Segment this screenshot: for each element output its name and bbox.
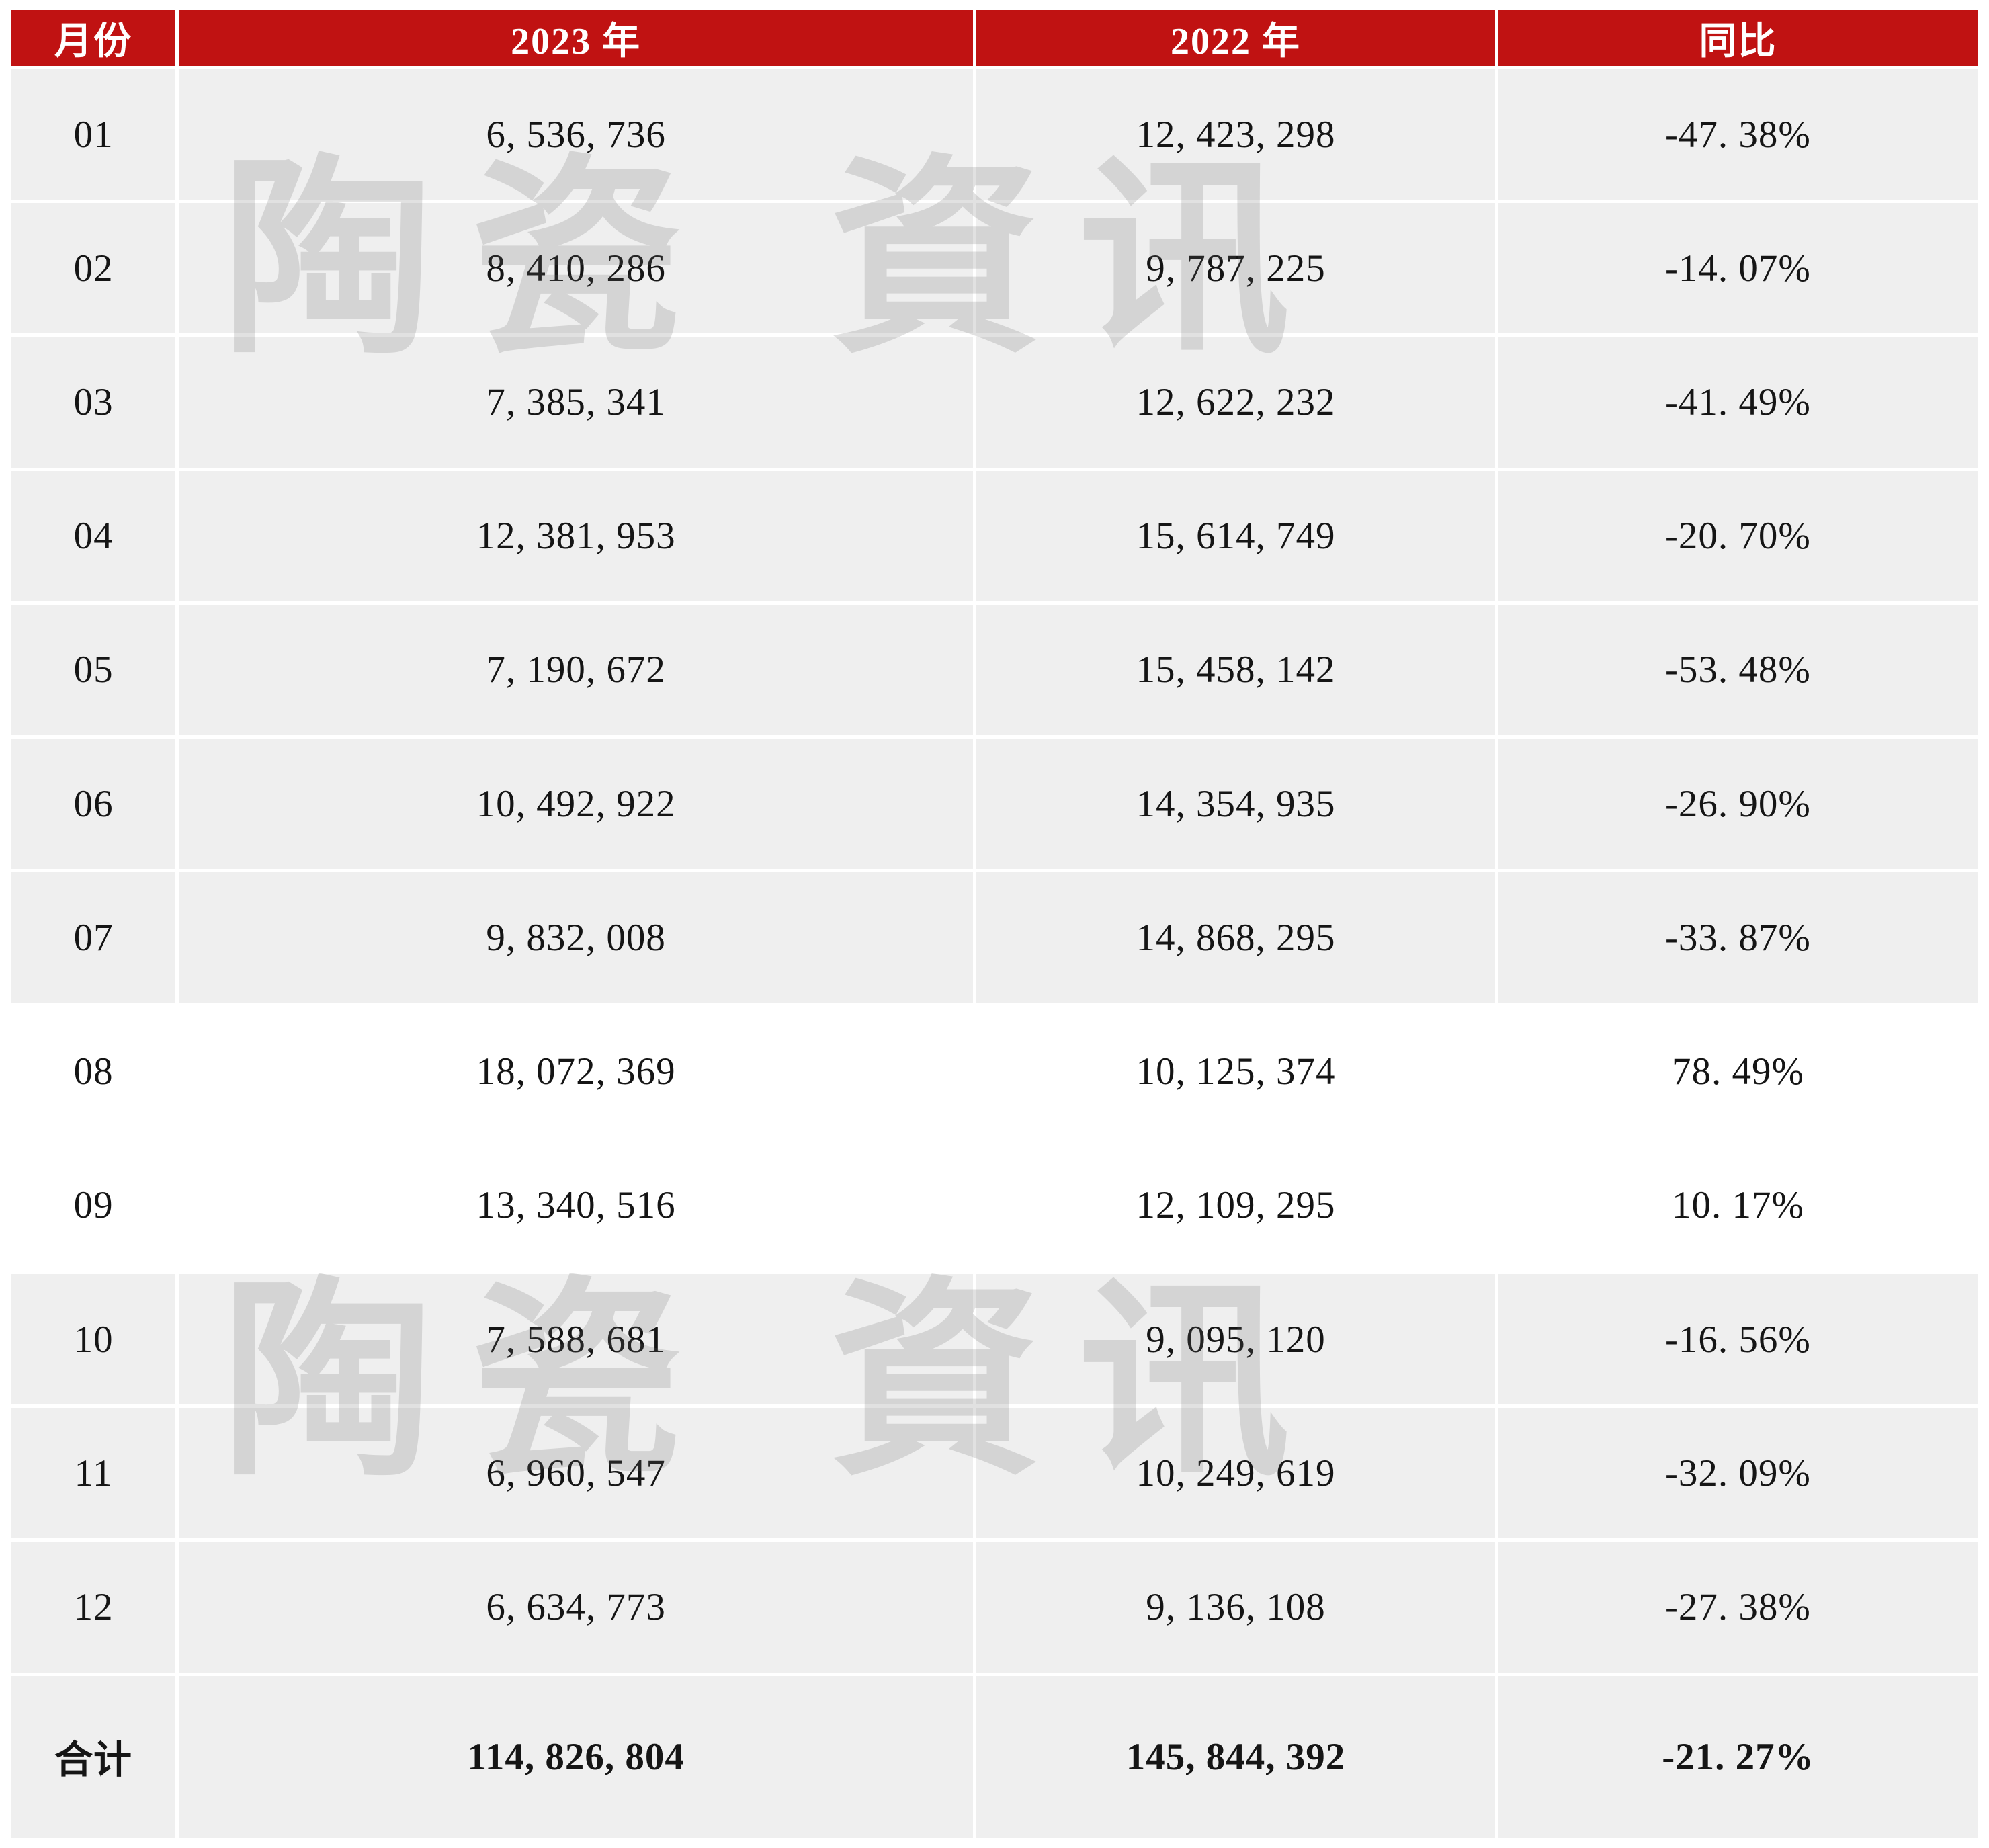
table-row: 12 6, 634, 773 9, 136, 108 -27. 38% bbox=[7, 1538, 1982, 1676]
cell-total-2022: 145, 844, 392 bbox=[973, 1672, 1498, 1842]
cell-2023: 13, 340, 516 bbox=[175, 1136, 977, 1274]
cell-yoy: -47. 38% bbox=[1494, 65, 1982, 204]
cell-2023: 9, 832, 008 bbox=[175, 869, 977, 1007]
cell-yoy: 78. 49% bbox=[1494, 1003, 1982, 1140]
cell-yoy: -26. 90% bbox=[1494, 735, 1982, 873]
cell-yoy: -16. 56% bbox=[1494, 1270, 1982, 1409]
cell-2022: 12, 423, 298 bbox=[973, 65, 1498, 204]
table-row: 04 12, 381, 953 15, 614, 749 -20. 70% bbox=[7, 467, 1982, 605]
cell-2022: 10, 249, 619 bbox=[973, 1404, 1498, 1542]
table-row: 03 7, 385, 341 12, 622, 232 -41. 49% bbox=[7, 333, 1982, 471]
cell-2022: 9, 136, 108 bbox=[973, 1538, 1498, 1676]
cell-2022: 9, 095, 120 bbox=[973, 1270, 1498, 1409]
cell-total-yoy: -21. 27% bbox=[1494, 1672, 1982, 1842]
cell-yoy: -53. 48% bbox=[1494, 601, 1982, 739]
cell-yoy: -32. 09% bbox=[1494, 1404, 1982, 1542]
table-row: 09 13, 340, 516 12, 109, 295 10. 17% bbox=[7, 1136, 1982, 1274]
cell-total-label: 合计 bbox=[7, 1672, 179, 1842]
cell-yoy: -41. 49% bbox=[1494, 333, 1982, 471]
col-header-2023: 2023 年 bbox=[175, 7, 977, 69]
cell-2023: 7, 385, 341 bbox=[175, 333, 977, 471]
cell-2022: 9, 787, 225 bbox=[973, 200, 1498, 337]
cell-month: 01 bbox=[7, 65, 179, 204]
table-row: 02 8, 410, 286 9, 787, 225 -14. 07% bbox=[7, 200, 1982, 337]
cell-month: 02 bbox=[7, 200, 179, 337]
cell-2022: 14, 354, 935 bbox=[973, 735, 1498, 873]
cell-2023: 18, 072, 369 bbox=[175, 1003, 977, 1140]
col-header-yoy: 同比 bbox=[1494, 7, 1982, 69]
cell-total-2023: 114, 826, 804 bbox=[175, 1672, 977, 1842]
col-header-2022: 2022 年 bbox=[973, 7, 1498, 69]
header-row: 月份 2023 年 2022 年 同比 bbox=[7, 7, 1982, 69]
cell-month: 04 bbox=[7, 467, 179, 605]
cell-month: 07 bbox=[7, 869, 179, 1007]
cell-yoy: 10. 17% bbox=[1494, 1136, 1982, 1274]
cell-2023: 6, 634, 773 bbox=[175, 1538, 977, 1676]
cell-2022: 15, 614, 749 bbox=[973, 467, 1498, 605]
cell-month: 06 bbox=[7, 735, 179, 873]
cell-2023: 6, 960, 547 bbox=[175, 1404, 977, 1542]
cell-month: 12 bbox=[7, 1538, 179, 1676]
cell-month: 05 bbox=[7, 601, 179, 739]
cell-2022: 12, 622, 232 bbox=[973, 333, 1498, 471]
cell-month: 11 bbox=[7, 1404, 179, 1542]
cell-2023: 7, 588, 681 bbox=[175, 1270, 977, 1409]
cell-yoy: -33. 87% bbox=[1494, 869, 1982, 1007]
cell-2022: 15, 458, 142 bbox=[973, 601, 1498, 739]
cell-month: 10 bbox=[7, 1270, 179, 1409]
table-row: 07 9, 832, 008 14, 868, 295 -33. 87% bbox=[7, 869, 1982, 1007]
cell-yoy: -14. 07% bbox=[1494, 200, 1982, 337]
cell-2023: 8, 410, 286 bbox=[175, 200, 977, 337]
cell-2022: 14, 868, 295 bbox=[973, 869, 1498, 1007]
cell-2022: 10, 125, 374 bbox=[973, 1003, 1498, 1140]
table-row: 06 10, 492, 922 14, 354, 935 -26. 90% bbox=[7, 735, 1982, 873]
cell-2023: 6, 536, 736 bbox=[175, 65, 977, 204]
total-row: 合计 114, 826, 804 145, 844, 392 -21. 27% bbox=[7, 1672, 1982, 1842]
table-row: 05 7, 190, 672 15, 458, 142 -53. 48% bbox=[7, 601, 1982, 739]
cell-yoy: -27. 38% bbox=[1494, 1538, 1982, 1676]
cell-2023: 10, 492, 922 bbox=[175, 735, 977, 873]
cell-month: 09 bbox=[7, 1136, 179, 1274]
table-row: 08 18, 072, 369 10, 125, 374 78. 49% bbox=[7, 1003, 1982, 1140]
cell-yoy: -20. 70% bbox=[1494, 467, 1982, 605]
cell-2022: 12, 109, 295 bbox=[973, 1136, 1498, 1274]
cell-month: 08 bbox=[7, 1003, 179, 1140]
table-row: 10 7, 588, 681 9, 095, 120 -16. 56% bbox=[7, 1270, 1982, 1409]
cell-month: 03 bbox=[7, 333, 179, 471]
table-row: 11 6, 960, 547 10, 249, 619 -32. 09% bbox=[7, 1404, 1982, 1542]
monthly-data-table: 月份 2023 年 2022 年 同比 01 6, 536, 736 12, 4… bbox=[7, 7, 1982, 1842]
table-row: 01 6, 536, 736 12, 423, 298 -47. 38% bbox=[7, 65, 1982, 204]
cell-2023: 12, 381, 953 bbox=[175, 467, 977, 605]
cell-2023: 7, 190, 672 bbox=[175, 601, 977, 739]
col-header-month: 月份 bbox=[7, 7, 179, 69]
